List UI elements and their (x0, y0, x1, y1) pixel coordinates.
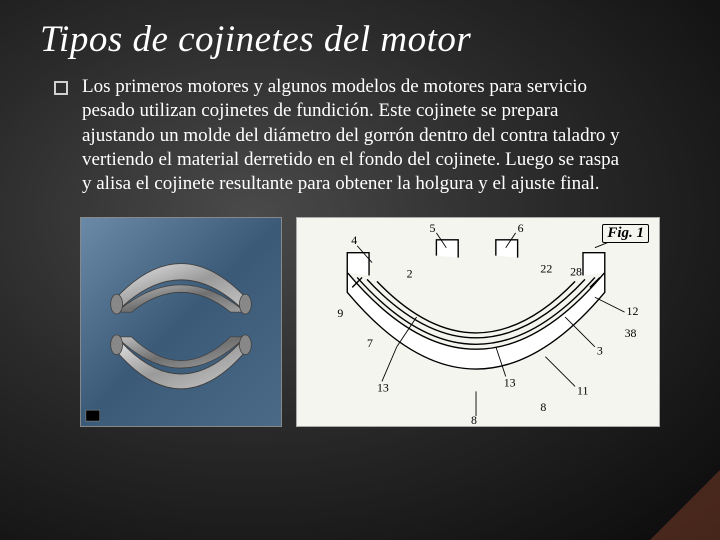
corner-accent-icon (650, 470, 720, 540)
callout-13: 13 (377, 380, 389, 394)
callout-4: 4 (351, 232, 357, 246)
callout-2: 2 (407, 266, 413, 280)
callout-22: 22 (540, 261, 552, 275)
figure-label: Fig. 1 (602, 224, 649, 243)
bearing-halves-icon (81, 218, 281, 426)
slide-title: Tipos de cojinetes del motor (40, 18, 670, 61)
callout-9: 9 (337, 306, 343, 320)
callout-7: 7 (367, 335, 373, 349)
callout-8: 8 (471, 413, 477, 426)
square-bullet-icon (54, 81, 68, 95)
bullet-row: Los primeros motores y algunos modelos d… (40, 75, 670, 197)
callout-5: 5 (429, 220, 435, 234)
bearing-photo (80, 217, 282, 427)
bearing-diagram: Fig. 1 (296, 217, 660, 427)
callout-11: 11 (577, 383, 588, 397)
callout-28: 28 (570, 264, 582, 278)
callout-38: 38 (625, 325, 637, 339)
callout-12: 12 (627, 304, 639, 318)
image-row: Fig. 1 (40, 217, 670, 427)
callout-13b: 13 (504, 375, 516, 389)
callout-8b: 8 (540, 400, 546, 414)
patent-drawing-icon: 1 4 5 6 2 22 28 9 7 13 8 13 11 12 3 38 8 (297, 218, 659, 426)
body-paragraph: Los primeros motores y algunos modelos d… (82, 75, 622, 197)
callout-6: 6 (518, 220, 524, 234)
callout-3: 3 (597, 343, 603, 357)
slide-container: Tipos de cojinetes del motor Los primero… (0, 0, 720, 540)
